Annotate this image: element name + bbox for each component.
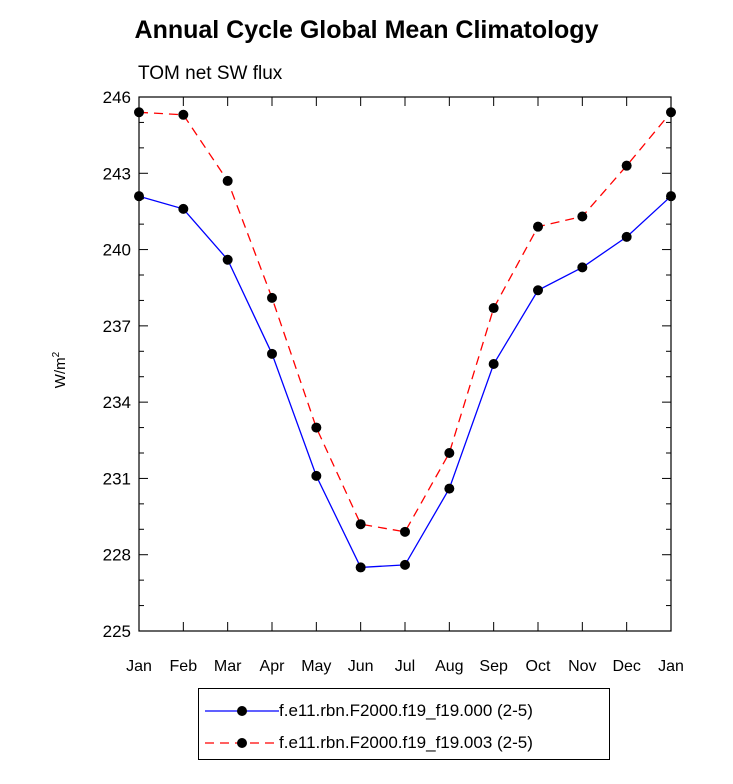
data-point-series-0	[222, 254, 233, 265]
chart-subtitle: TOM net SW flux	[138, 63, 283, 84]
y-tick-label: 237	[103, 317, 131, 336]
data-point-series-0	[621, 231, 632, 242]
x-tick-label: Nov	[568, 658, 596, 675]
data-point-series-0	[533, 285, 543, 296]
data-point-series-0	[577, 262, 588, 273]
data-point-series-1	[621, 160, 632, 171]
data-point-series-0	[400, 559, 410, 570]
x-tick-label: May	[301, 658, 331, 675]
plot-frame	[138, 96, 672, 632]
x-tick-label: Jan	[658, 658, 684, 675]
data-point-series-0	[267, 348, 277, 359]
data-point-series-1	[355, 519, 366, 530]
data-point-series-0	[355, 562, 366, 573]
series-line-1	[138, 111, 672, 533]
x-tick-label: Aug	[435, 658, 463, 675]
data-point-series-1	[178, 109, 189, 120]
x-tick-label: Feb	[170, 658, 198, 675]
y-tick-label: 240	[103, 241, 131, 260]
legend-label-series-1: f.e11.rbn.F2000.f19_f19.003 (2-5)	[279, 733, 533, 752]
data-point-series-0	[488, 359, 499, 369]
x-tick-label: Mar	[214, 658, 242, 675]
data-point-series-1	[400, 526, 410, 537]
data-point-series-1	[444, 448, 455, 458]
data-point-series-1	[488, 303, 499, 314]
data-point-series-0	[311, 470, 322, 481]
legend-line-icon-series-1	[205, 738, 279, 748]
data-point-series-0	[178, 203, 189, 214]
data-point-series-1	[666, 107, 676, 118]
series-line-0	[138, 195, 672, 569]
y-tick-label: 246	[103, 88, 131, 107]
data-point-series-1	[577, 211, 588, 222]
y-tick-label: 234	[103, 393, 131, 412]
legend-label-series-0: f.e11.rbn.F2000.f19_f19.000 (2-5)	[279, 701, 533, 720]
legend-line-icon-series-0	[205, 706, 279, 716]
data-point-series-1	[134, 107, 144, 118]
x-tick-label: Dec	[612, 658, 640, 675]
x-tick-label: Jun	[348, 658, 374, 675]
data-point-series-0	[444, 483, 455, 494]
x-tick-label: Sep	[479, 658, 508, 675]
data-point-series-1	[267, 292, 277, 303]
chart-title: Annual Cycle Global Mean Climatology	[134, 16, 599, 44]
x-tick-label: Jul	[395, 658, 415, 675]
y-tick-label: 228	[103, 546, 131, 565]
data-point-series-1	[533, 221, 543, 232]
y-tick-label: 231	[103, 469, 131, 488]
legend-item-series-0: f.e11.rbn.F2000.f19_f19.000 (2-5)	[199, 699, 609, 723]
legend-item-series-1: f.e11.rbn.F2000.f19_f19.003 (2-5)	[199, 731, 609, 755]
data-point-series-1	[222, 175, 233, 186]
x-tick-label: Oct	[526, 658, 551, 675]
x-tick-label: Jan	[126, 658, 152, 675]
y-tick-label: 243	[103, 164, 131, 183]
x-tick-label: Apr	[260, 658, 286, 675]
data-point-series-1	[311, 422, 322, 433]
y-tick-label: 225	[103, 622, 131, 641]
legend: f.e11.rbn.F2000.f19_f19.000 (2-5) f.e11.…	[198, 688, 610, 760]
data-point-series-0	[134, 191, 144, 202]
data-point-series-0	[666, 191, 676, 202]
